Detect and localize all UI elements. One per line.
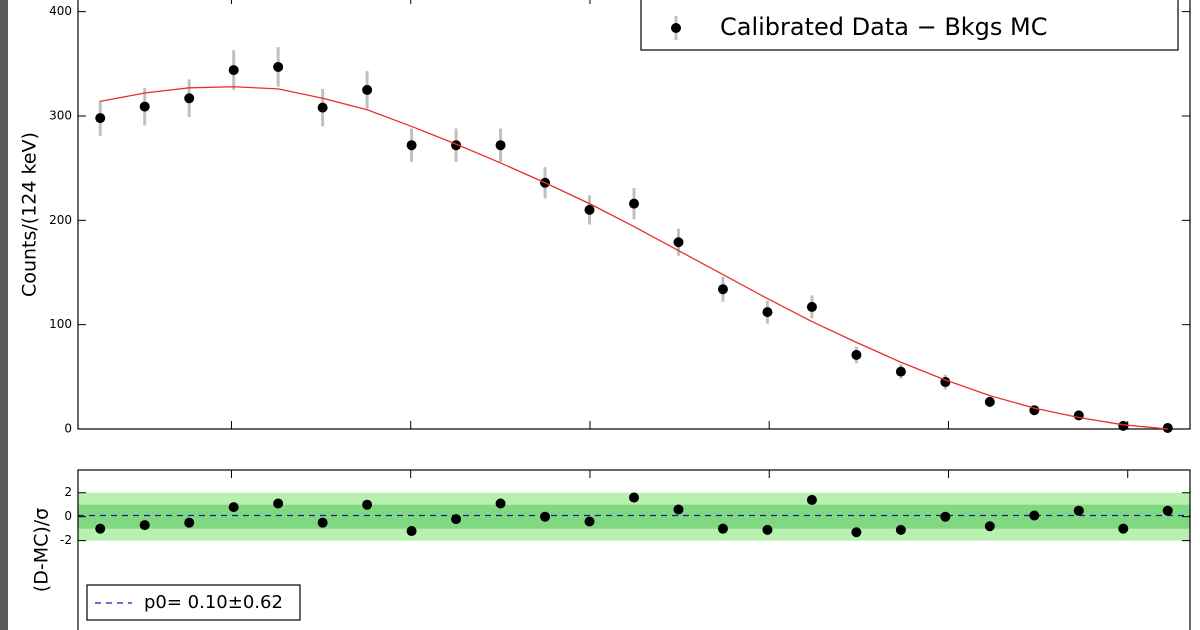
- legend-label: p0= 0.10±0.62: [144, 592, 283, 613]
- data-point: [717, 523, 728, 534]
- data-point: [139, 520, 150, 531]
- data-point: [717, 284, 728, 295]
- y-tick-label: 0: [64, 509, 72, 523]
- data-point: [406, 526, 417, 537]
- data-point: [940, 511, 951, 522]
- data-point: [495, 140, 506, 151]
- data-point: [1118, 523, 1129, 534]
- data-point: [851, 527, 862, 538]
- data-point: [806, 301, 817, 312]
- data-point: [584, 516, 595, 527]
- data-point: [1029, 510, 1040, 521]
- window-edge: [0, 0, 8, 630]
- data-point: [184, 93, 195, 104]
- axes-frame: [77, 0, 1191, 430]
- sigma-band: [78, 504, 1190, 529]
- data-point: [629, 198, 639, 209]
- data-point: [984, 396, 995, 407]
- y-tick-label: 2: [64, 485, 72, 499]
- data-point: [1162, 505, 1173, 516]
- y-tick-label: 300: [49, 108, 72, 122]
- y-tick-label: 400: [49, 4, 72, 18]
- data-point: [95, 523, 106, 534]
- y-tick-label: 0: [64, 422, 72, 436]
- legend-label: Calibrated Data − Bkgs MC: [720, 13, 1048, 41]
- data-point: [762, 524, 773, 535]
- y-axis-label: Counts/(124 keV): [19, 132, 41, 297]
- data-point: [673, 504, 684, 515]
- y-tick-label: -2: [60, 533, 72, 547]
- data-point: [228, 65, 239, 76]
- fit-curve: [100, 86, 1168, 430]
- data-point: [895, 524, 906, 535]
- data-point: [362, 499, 373, 510]
- data-point: [451, 514, 462, 525]
- data-point: [362, 84, 373, 95]
- data-point: [1118, 420, 1129, 431]
- data-point: [139, 101, 150, 112]
- data-point: [317, 102, 328, 113]
- y-axis-label: (D-MC)/σ: [31, 508, 53, 592]
- data-point: [540, 511, 551, 522]
- y-tick-label: 100: [49, 317, 72, 331]
- data-point: [273, 498, 284, 509]
- data-point: [851, 349, 862, 360]
- data-point: [406, 140, 417, 151]
- data-point: [584, 204, 595, 215]
- y-tick-label: 200: [49, 213, 72, 227]
- data-point: [1073, 505, 1084, 516]
- data-point: [1162, 422, 1173, 433]
- data-point: [673, 237, 684, 248]
- data-point: [495, 498, 506, 509]
- data-point: [629, 492, 639, 503]
- data-point: [895, 366, 906, 377]
- data-point: [184, 517, 195, 528]
- data-point: [273, 61, 284, 72]
- data-point: [228, 502, 239, 513]
- legend-marker: [671, 23, 681, 33]
- data-point: [806, 494, 817, 505]
- data-point: [1073, 410, 1084, 421]
- data-point: [317, 517, 328, 528]
- legend-box: [640, 0, 1179, 51]
- axes-frame: [77, 469, 1191, 630]
- data-point: [95, 113, 106, 124]
- data-point: [762, 307, 773, 318]
- data-point: [984, 521, 995, 532]
